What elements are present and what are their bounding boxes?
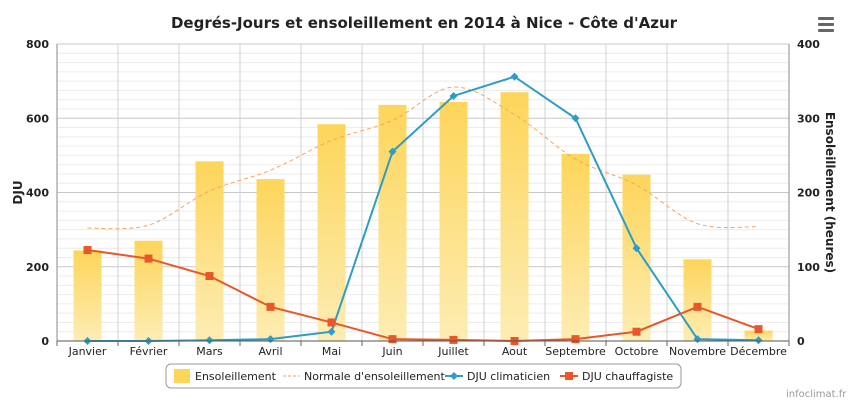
point-dju-chauffagiste [571, 335, 580, 344]
legend: Ensoleillement Normale d'ensoleillement DJ… [165, 363, 682, 389]
point-dju-climaticien [510, 72, 519, 81]
legend-item-chauffagiste[interactable]: DJU chauffagiste [582, 370, 673, 383]
y-right-tick-label: 0 [797, 335, 805, 348]
y-right-tick-label: 400 [797, 38, 820, 51]
y-left-axis-title: DJU [11, 180, 25, 204]
x-tick-label: Novembre [669, 345, 726, 358]
point-dju-chauffagiste [388, 335, 397, 344]
bar-ensoleillement [683, 259, 712, 341]
legend-item-normale[interactable]: Normale d'ensoleillement [304, 370, 445, 383]
bar-ensoleillement [317, 124, 346, 341]
point-dju-climaticien [754, 336, 763, 345]
legend-marker-climaticien [450, 372, 458, 380]
bar-ensoleillement [744, 330, 773, 341]
legend-box [165, 363, 682, 389]
x-tick-label: Juillet [437, 345, 469, 358]
point-dju-chauffagiste [83, 246, 92, 255]
x-tick-label: Septembre [545, 345, 606, 358]
point-dju-climaticien [571, 114, 580, 123]
y-left-tick-label: 0 [41, 335, 49, 348]
bar-ensoleillement [73, 250, 102, 341]
x-tick-label: Octobre [615, 345, 659, 358]
y-left-tick-label: 600 [26, 112, 49, 125]
point-dju-climaticien [388, 147, 397, 156]
legend-item-climaticien[interactable]: DJU climaticien [467, 370, 550, 383]
point-dju-chauffagiste [205, 272, 214, 281]
bar-ensoleillement [500, 92, 529, 341]
y-right-tick-label: 100 [797, 261, 820, 274]
line-normale-ensoleillement [87, 86, 759, 230]
x-tick-label: Juin [381, 345, 402, 358]
bar-ensoleillement [378, 104, 407, 341]
chart-title: Degrés-Jours et ensoleillement en 2014 à… [171, 14, 678, 32]
line-dju-climaticien [87, 75, 759, 342]
x-tick-label: Avril [258, 345, 282, 358]
credit-text: infoclimat.fr [786, 389, 847, 400]
legend-symbol-ensoleillement [174, 369, 190, 383]
point-dju-chauffagiste [144, 254, 153, 263]
x-tick-label: Décembre [730, 345, 787, 358]
bar-ensoleillement [622, 174, 651, 341]
point-dju-chauffagiste [693, 302, 702, 311]
bar-ensoleillement [256, 179, 285, 341]
y-right-tick-label: 200 [797, 187, 820, 200]
y-left-tick-label: 200 [26, 261, 49, 274]
y-left-tick-label: 400 [26, 187, 49, 200]
line-dju-chauffagiste [87, 249, 759, 343]
x-tick-label: Mai [322, 345, 341, 358]
bar-ensoleillement [439, 101, 468, 341]
y-right-tick-label: 300 [797, 112, 820, 125]
point-dju-chauffagiste [449, 335, 458, 344]
x-tick-label: Mars [196, 345, 223, 358]
point-dju-climaticien [205, 336, 214, 345]
x-tick-label: Février [130, 345, 168, 358]
point-dju-chauffagiste [327, 318, 336, 327]
x-tick-label: Aout [502, 345, 528, 358]
y-left-tick-label: 800 [26, 38, 49, 51]
bar-ensoleillement [195, 161, 224, 341]
point-dju-chauffagiste [754, 325, 763, 334]
legend-item-ensoleillement[interactable]: Ensoleillement [195, 370, 277, 383]
point-dju-chauffagiste [632, 327, 641, 336]
point-dju-chauffagiste [266, 302, 275, 311]
x-tick-label: Janvier [68, 345, 107, 358]
y-right-axis-title: Ensoleillement (heures) [823, 112, 837, 273]
point-dju-climaticien [632, 244, 641, 253]
legend-marker-chauffagiste [565, 372, 573, 380]
point-dju-climaticien [449, 91, 458, 100]
hamburger-menu-icon[interactable] [812, 12, 840, 36]
point-dju-climaticien [327, 327, 336, 336]
bar-ensoleillement [561, 153, 590, 341]
